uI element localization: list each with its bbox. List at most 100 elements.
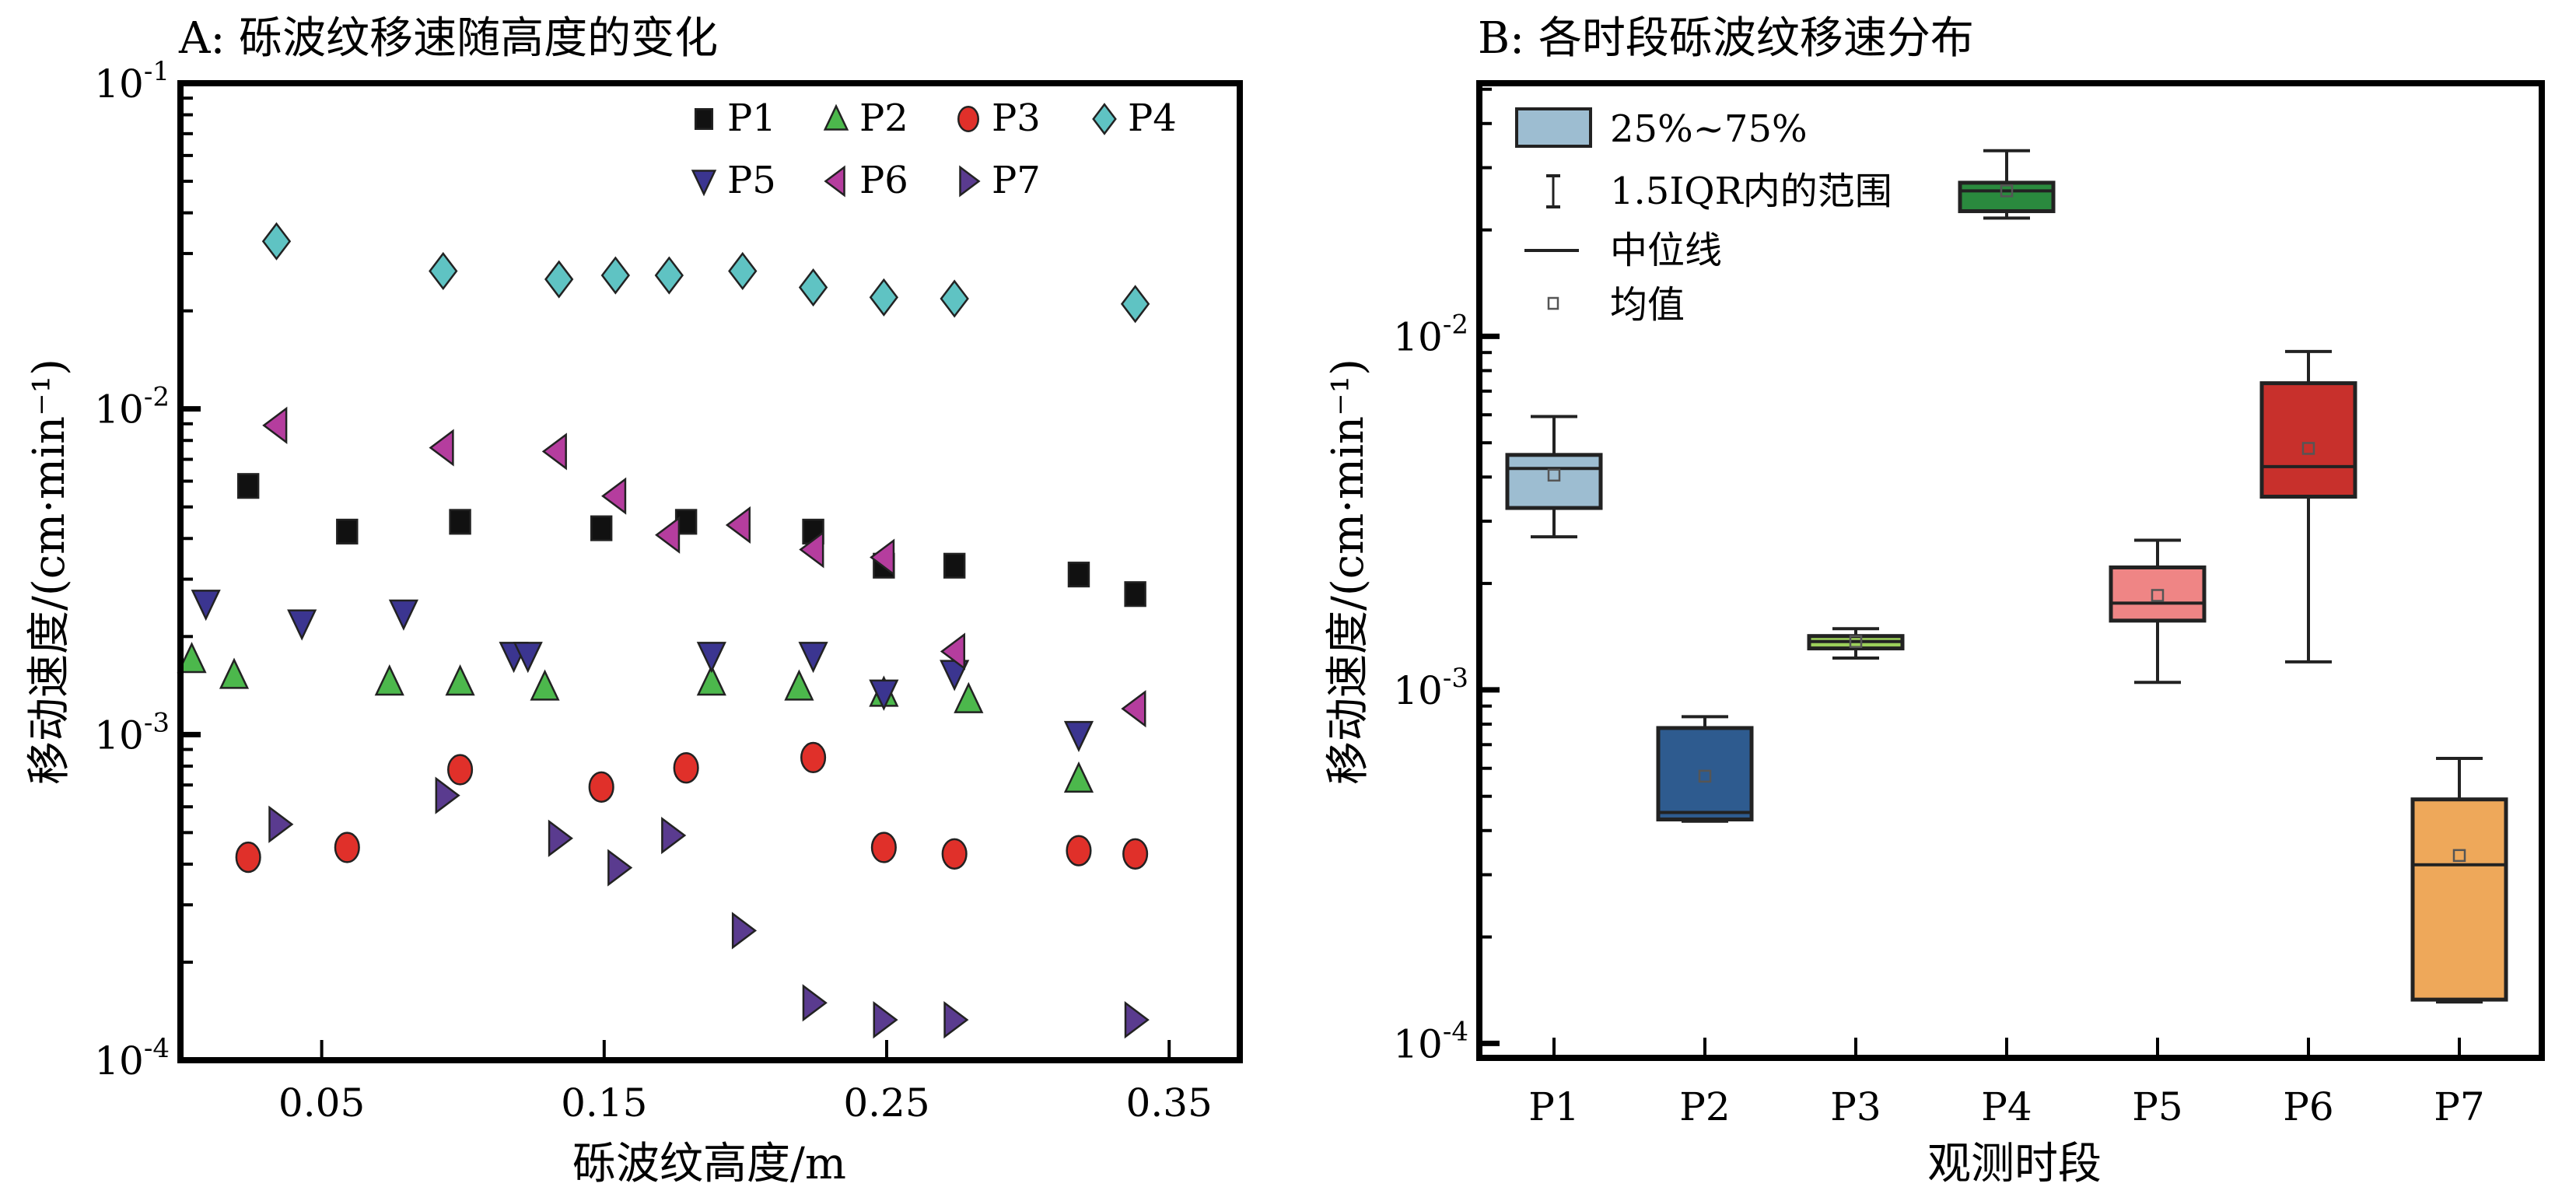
point-p4 bbox=[1120, 285, 1150, 324]
x-tick-label: P1 bbox=[1528, 1084, 1579, 1129]
point-p2 bbox=[1063, 761, 1094, 793]
point-p4 bbox=[544, 260, 574, 299]
x-tick-label: P6 bbox=[2283, 1084, 2333, 1129]
panel-a-ylabel: 移动速度/(cm·min⁻¹) bbox=[24, 359, 75, 785]
point-p4 bbox=[429, 251, 458, 291]
mean-marker bbox=[1547, 468, 1561, 482]
panel-a-title: A: 砾波纹移速随高度的变化 bbox=[178, 13, 718, 64]
point-p2 bbox=[530, 669, 560, 701]
point-p1 bbox=[1124, 581, 1146, 608]
panel-a-points bbox=[177, 222, 1150, 1039]
point-p7 bbox=[607, 849, 633, 887]
panel-b-boxes bbox=[1505, 149, 2508, 1004]
x-tick-label: P3 bbox=[1830, 1084, 1881, 1129]
legend-label-p2: P2 bbox=[859, 96, 908, 140]
x-tick-label: P7 bbox=[2434, 1084, 2484, 1129]
iqr-box bbox=[2410, 797, 2508, 1002]
point-p7 bbox=[802, 984, 828, 1022]
box-p3 bbox=[1807, 627, 1905, 660]
legend-marker-p4 bbox=[1092, 103, 1117, 135]
point-p1 bbox=[1067, 562, 1090, 588]
point-p5 bbox=[287, 609, 317, 641]
box-p2 bbox=[1656, 715, 1754, 823]
point-p3 bbox=[870, 832, 897, 863]
point-p6 bbox=[870, 538, 895, 576]
point-p3 bbox=[334, 832, 360, 863]
legend-label-box: 25%~75% bbox=[1610, 107, 1808, 151]
point-p4 bbox=[869, 278, 899, 317]
iqr-box bbox=[1656, 726, 1754, 821]
legend-label-p1: P1 bbox=[727, 96, 776, 140]
legend-label-p7: P7 bbox=[992, 159, 1041, 202]
point-p7 bbox=[873, 1001, 898, 1039]
point-p7 bbox=[548, 819, 573, 857]
point-p6 bbox=[429, 429, 454, 467]
point-p2 bbox=[696, 664, 726, 696]
y-tick-label: 10-2 bbox=[1393, 309, 1468, 359]
point-p2 bbox=[177, 642, 207, 674]
legend-label-mean: 均值 bbox=[1610, 283, 1685, 327]
point-p7 bbox=[1124, 1001, 1150, 1039]
legend-box-swatch bbox=[1515, 107, 1592, 148]
point-p6 bbox=[1121, 690, 1146, 728]
point-p7 bbox=[268, 805, 294, 843]
point-p6 bbox=[940, 632, 966, 671]
point-p5 bbox=[513, 642, 543, 674]
y-tick-label: 10-3 bbox=[1393, 663, 1468, 713]
point-p5 bbox=[869, 679, 899, 711]
point-p2 bbox=[445, 664, 475, 696]
point-p3 bbox=[1122, 838, 1149, 870]
panel-b-axes: 10-2 10-3 10-4 P1 P2 P3 P4 P5 P6 P7 bbox=[1393, 87, 2485, 1129]
point-p6 bbox=[655, 516, 681, 554]
legend-label-median: 中位线 bbox=[1610, 229, 1722, 272]
point-p6 bbox=[541, 432, 567, 471]
y-tick-label: 10-2 bbox=[94, 382, 170, 432]
point-p2 bbox=[219, 657, 250, 689]
panel-a-legend: P1 P2 P3 P4 P5 P6 P7 bbox=[691, 96, 1177, 202]
legend-marker-p7 bbox=[959, 165, 981, 198]
x-tick-label: 0.05 bbox=[278, 1080, 365, 1126]
y-tick-label: 10-4 bbox=[94, 1033, 170, 1084]
point-p3 bbox=[673, 752, 699, 784]
point-p5 bbox=[696, 642, 726, 674]
x-tick-label: P5 bbox=[2132, 1084, 2182, 1129]
box-p5 bbox=[2109, 538, 2207, 685]
point-p6 bbox=[725, 506, 751, 544]
panel-b: B: 各时段砾波纹移速分布 观测时段 移动速度/(cm·min⁻¹) 10-21… bbox=[1323, 13, 2545, 1189]
legend-marker-p3 bbox=[957, 106, 979, 132]
panel-a: A: 砾波纹移速随高度的变化 砾波纹高度/m 移动速度/(cm·min⁻¹) 1… bbox=[24, 13, 1243, 1189]
legend-label-whisker: 1.5IQR内的范围 bbox=[1610, 170, 1892, 213]
legend-marker-p1 bbox=[694, 108, 714, 130]
point-p4 bbox=[798, 268, 828, 307]
panel-b-title: B: 各时段砾波纹移速分布 bbox=[1478, 13, 1974, 64]
point-p1 bbox=[336, 518, 359, 544]
legend-mean-marker bbox=[1547, 296, 1559, 310]
mean-marker bbox=[2452, 849, 2466, 863]
point-p3 bbox=[235, 841, 261, 874]
mean-marker bbox=[1698, 769, 1712, 783]
point-p2 bbox=[374, 664, 404, 696]
y-tick-label: 10-1 bbox=[94, 56, 170, 107]
point-p4 bbox=[654, 256, 684, 295]
x-tick-label: 0.35 bbox=[1126, 1080, 1213, 1126]
point-p1 bbox=[590, 515, 613, 541]
point-p3 bbox=[800, 741, 827, 774]
panel-a-frame bbox=[177, 80, 1243, 1063]
point-p3 bbox=[941, 838, 968, 870]
panel-b-ylabel: 移动速度/(cm·min⁻¹) bbox=[1323, 359, 1374, 785]
box-p4 bbox=[1958, 149, 2056, 220]
x-tick-label: P2 bbox=[1679, 1084, 1730, 1129]
mean-marker bbox=[2301, 442, 2315, 455]
point-p2 bbox=[954, 681, 984, 713]
y-tick-label: 10-4 bbox=[1393, 1016, 1468, 1066]
y-tick-label: 10-3 bbox=[94, 707, 170, 758]
panel-a-axes: 10-1 10-2 10-3 10-4 0.05 0.15 0.25 0.35 bbox=[94, 56, 1213, 1126]
point-p1 bbox=[449, 509, 471, 535]
point-p3 bbox=[447, 754, 474, 786]
point-p3 bbox=[1066, 835, 1092, 867]
mean-marker bbox=[1849, 635, 1863, 649]
legend-label-p5: P5 bbox=[727, 159, 776, 202]
legend-marker-p6 bbox=[824, 165, 845, 198]
point-p2 bbox=[784, 669, 814, 701]
